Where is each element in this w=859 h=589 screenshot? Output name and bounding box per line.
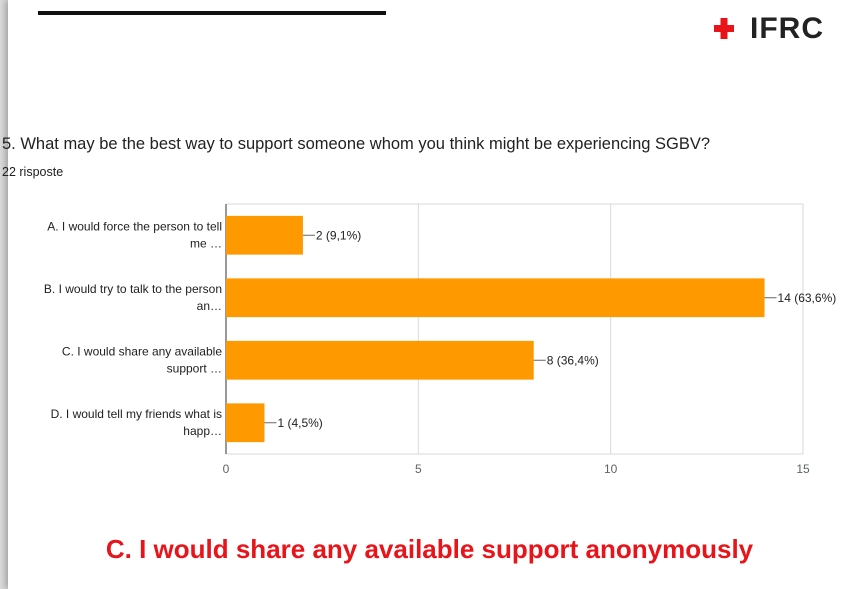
logo-text: IFRC <box>750 12 824 45</box>
x-tick-label: 0 <box>223 462 230 476</box>
red-cross-crescent-icon <box>714 18 745 40</box>
response-count: 22 risposte <box>2 165 64 179</box>
top-divider <box>38 11 386 15</box>
category-label: support … <box>167 361 222 375</box>
ifrc-logo: IFRC <box>714 12 824 46</box>
category-label: happ… <box>183 424 222 438</box>
category-label: D. I would tell my friends what is <box>51 407 222 421</box>
x-tick-label: 5 <box>415 462 422 476</box>
correct-answer: C. I would share any available support a… <box>105 534 754 564</box>
category-label: an… <box>197 299 222 313</box>
bar <box>226 215 303 255</box>
question-title: 5. What may be the best way to support s… <box>2 135 711 153</box>
data-label: 2 (9,1%) <box>316 228 361 242</box>
bar <box>226 403 265 443</box>
data-label: 8 (36,4%) <box>547 353 599 367</box>
category-label: C. I would share any available <box>62 344 222 358</box>
category-label: B. I would try to talk to the person <box>44 282 222 296</box>
bar <box>226 340 534 380</box>
data-label: 1 (4,5%) <box>277 416 322 430</box>
x-tick-label: 15 <box>796 462 810 476</box>
data-label: 14 (63,6%) <box>778 291 837 305</box>
bar-chart: 0 5 10 15 2 (9,1%) A. I would force the perso… <box>44 203 837 476</box>
bar <box>226 278 765 318</box>
category-label: me … <box>190 236 222 250</box>
category-label: A. I would force the person to tell <box>47 219 222 233</box>
x-tick-label: 10 <box>604 462 618 476</box>
